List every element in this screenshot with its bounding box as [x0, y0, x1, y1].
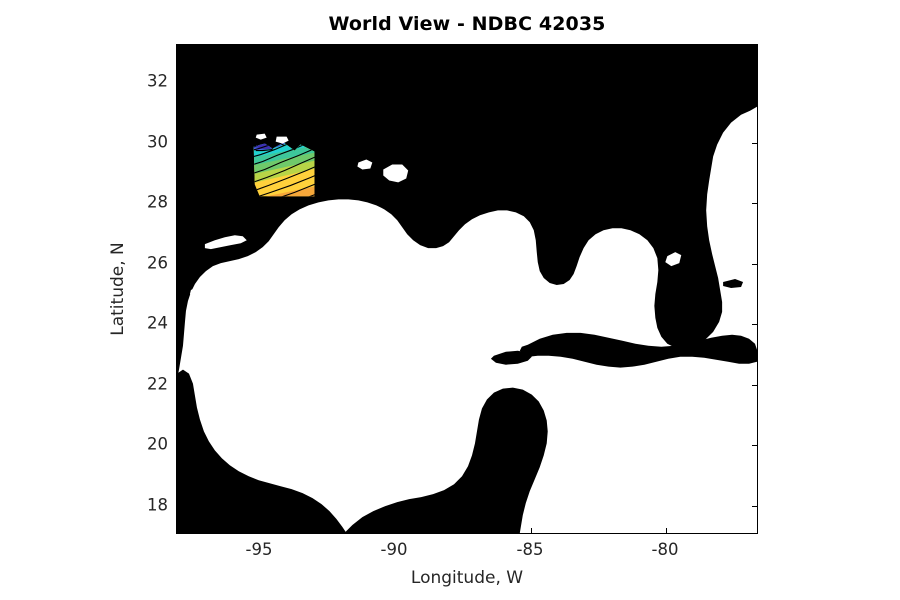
gulf-of-mexico-map [177, 45, 757, 533]
land-mexico-west [177, 369, 347, 533]
ytick-label: 30 [147, 132, 168, 152]
xtick-label: -85 [516, 540, 544, 559]
land-cuba-west-tip [490, 350, 532, 365]
ytick-mark [177, 324, 182, 326]
xtick-mark [666, 528, 668, 533]
ytick-mark [177, 445, 182, 447]
xtick-label: -90 [380, 540, 408, 559]
page-title: World View - NDBC 42035 [328, 13, 606, 35]
ytick-mark-right [752, 324, 757, 326]
xtick-mark [395, 528, 397, 533]
ytick-label: 32 [147, 71, 168, 91]
map-axes[interactable] [176, 44, 758, 534]
ytick-mark-right [752, 264, 757, 266]
coast-detail-bay [357, 159, 373, 170]
ytick-mark-right [752, 385, 757, 387]
xtick-label: -80 [651, 540, 679, 559]
coast-detail-texas-barrier [204, 235, 247, 250]
xtick-mark [260, 528, 262, 533]
ytick-mark [177, 82, 182, 84]
ytick-mark [177, 385, 182, 387]
land-bahamas [675, 279, 744, 316]
x-axis-label: Longitude, W [410, 568, 524, 588]
coast-detail-laguna [189, 287, 205, 297]
xtick-mark-top [395, 45, 397, 50]
ytick-label: 18 [147, 495, 168, 515]
coast-speck-galveston [275, 136, 289, 144]
land-north-america [177, 45, 757, 380]
y-axis-label: Latitude, N [108, 242, 128, 336]
ytick-mark-right [752, 445, 757, 447]
xtick-mark-top [666, 45, 668, 50]
ytick-mark [177, 143, 182, 145]
ytick-mark [177, 203, 182, 205]
ytick-label: 20 [147, 434, 168, 454]
coast-speck-a [255, 133, 267, 140]
ytick-label: 24 [147, 313, 168, 333]
xtick-mark-top [260, 45, 262, 50]
ytick-mark-right [752, 82, 757, 84]
ytick-mark-right [752, 203, 757, 205]
coast-detail-mississippi-delta [383, 164, 409, 183]
coast-detail-florida-bay [665, 252, 682, 267]
land-cuba [519, 332, 757, 368]
ytick-mark [177, 264, 182, 266]
xtick-label: -95 [245, 540, 273, 559]
ytick-label: 26 [147, 253, 168, 273]
xtick-mark-top [531, 45, 533, 50]
xtick-mark [531, 528, 533, 533]
land-yucatan [344, 387, 548, 533]
ytick-mark-right [752, 143, 757, 145]
ytick-label: 22 [147, 374, 168, 394]
ytick-mark-right [752, 506, 757, 508]
ytick-mark [177, 506, 182, 508]
ytick-label: 28 [147, 192, 168, 212]
